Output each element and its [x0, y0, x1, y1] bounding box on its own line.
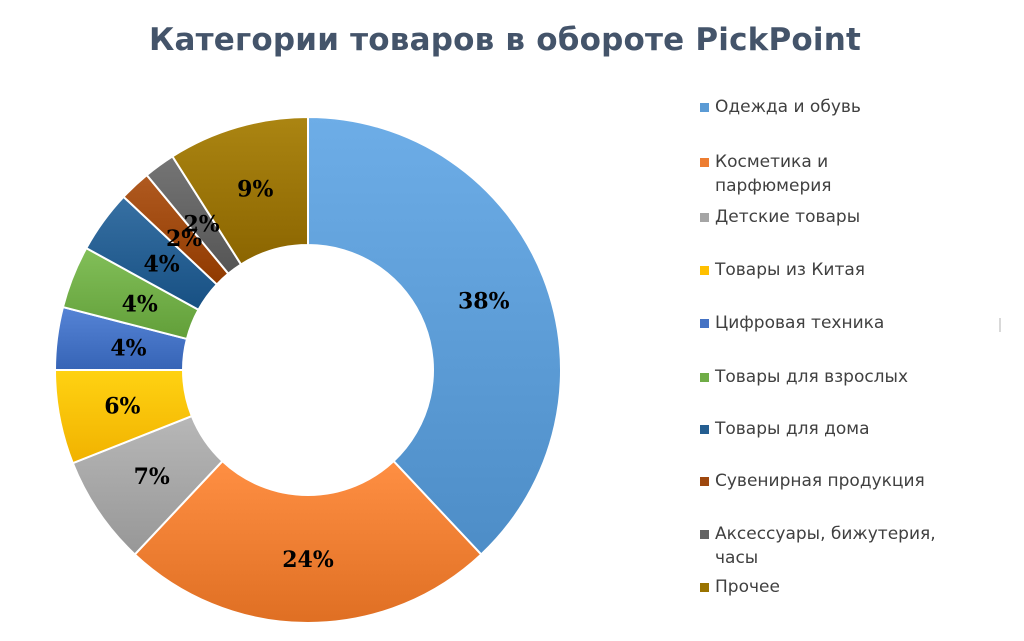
legend-swatch	[700, 477, 709, 486]
legend-swatch	[700, 158, 709, 167]
legend-item: Одежда и обувь	[700, 95, 1005, 119]
legend-label: Товары из Китая	[715, 260, 865, 280]
legend-swatch	[700, 319, 709, 328]
data-label-5: 4%	[110, 335, 146, 361]
data-label-10: 9%	[237, 177, 273, 203]
data-label-6: 4%	[122, 291, 158, 317]
legend-swatch	[700, 103, 709, 112]
legend-item: Товары для взрослых	[700, 365, 1005, 389]
legend-swatch	[700, 373, 709, 382]
legend-swatch	[700, 266, 709, 275]
legend-label: Детские товары	[715, 207, 861, 227]
legend-item: Товары для дома	[700, 417, 1005, 441]
legend-swatch	[700, 530, 709, 539]
legend-label: Косметика и парфюмерия	[715, 152, 832, 196]
legend-label: Сувенирная продукция	[715, 471, 925, 491]
legend-swatch	[700, 425, 709, 434]
legend-item: Аксессуары, бижутерия, часы	[700, 522, 1005, 570]
legend-label: Прочее	[715, 577, 780, 597]
legend-item: Сувенирная продукция	[700, 469, 1005, 493]
chart-title: Категории товаров в обороте PickPoint	[148, 22, 862, 58]
legend-item: Косметика и парфюмерия	[700, 150, 1005, 198]
data-label-4: 6%	[104, 393, 140, 419]
legend-item: Детские товары	[700, 205, 1005, 229]
legend-label: Товары для дома	[715, 419, 870, 439]
data-label-3: 7%	[134, 464, 170, 490]
data-label-1: 38%	[458, 288, 510, 314]
data-label-8: 2%	[166, 226, 202, 252]
data-label-9: 2%	[184, 212, 220, 238]
legend-label: Цифровая техника	[715, 313, 885, 333]
data-label-7: 4%	[143, 252, 179, 278]
legend-label: Товары для взрослых	[715, 367, 909, 387]
legend-label: Аксессуары, бижутерия, часы	[715, 524, 936, 568]
legend-swatch	[700, 583, 709, 592]
slice-1	[307, 115, 562, 556]
legend-swatch	[700, 213, 709, 222]
slice-2	[133, 459, 483, 624]
legend-item: Товары из Китая	[700, 258, 1005, 282]
data-label-2: 24%	[282, 547, 334, 573]
slice-10	[171, 115, 309, 266]
divider	[999, 318, 1001, 332]
legend-label: Одежда и обувь	[715, 97, 861, 117]
legend-item: Цифровая техника	[700, 311, 1005, 335]
legend-item: Прочее	[700, 575, 1005, 599]
